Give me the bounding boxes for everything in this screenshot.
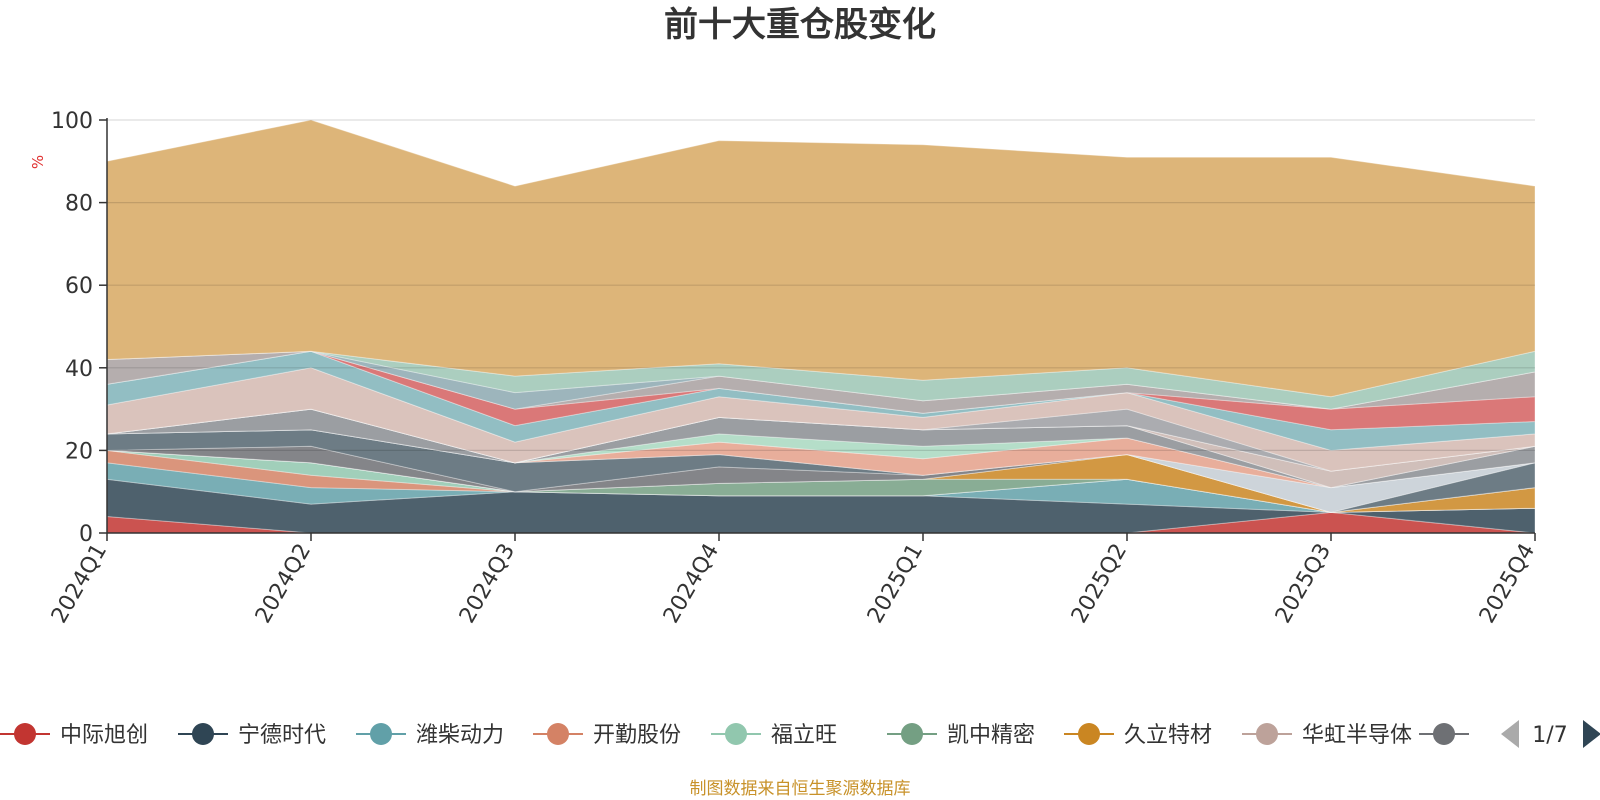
- x-tick-label: 2025Q2: [1067, 540, 1132, 628]
- legend-label: 中际旭创: [60, 723, 148, 748]
- axes: [106, 118, 1535, 534]
- area-series-group: [106, 119, 1536, 534]
- legend-item[interactable]: 凯中精密: [887, 723, 1035, 748]
- legend-label: 福立旺: [771, 723, 837, 748]
- legend-label: 开勤股份: [593, 723, 681, 748]
- legend-page-indicator: 1/7: [1532, 723, 1567, 748]
- legend-item[interactable]: 中际旭创: [0, 723, 148, 748]
- legend-marker-icon: [192, 723, 214, 745]
- y-tick-label: 0: [79, 522, 93, 547]
- legend-item[interactable]: 华虹半导体: [1242, 723, 1412, 748]
- x-tick-label: 2025Q4: [1475, 540, 1540, 628]
- legend-pager: 1/7: [1501, 720, 1600, 748]
- legend-marker-icon: [1433, 723, 1455, 745]
- legend-item[interactable]: 潍柴动力: [356, 723, 504, 748]
- y-tick-label: 40: [65, 357, 93, 382]
- area-series-13: [106, 408, 1536, 489]
- legend-marker-icon: [14, 723, 36, 745]
- x-tick-label: 2024Q1: [47, 540, 112, 628]
- legend-label: 潍柴动力: [416, 723, 504, 748]
- x-tick-label: 2024Q2: [251, 540, 316, 628]
- legend-label: 华虹半导体: [1302, 723, 1412, 748]
- legend-marker-icon: [725, 723, 747, 745]
- x-tick-label: 2024Q4: [659, 540, 724, 628]
- legend-item[interactable]: [1419, 723, 1469, 745]
- triangle-left-icon[interactable]: [1501, 720, 1519, 748]
- y-axis-unit: %: [29, 155, 47, 169]
- legend-label: 久立特材: [1124, 723, 1212, 748]
- legend-marker-icon: [901, 723, 923, 745]
- legend-item[interactable]: 宁德时代: [178, 723, 326, 748]
- x-tick-label: 2024Q3: [455, 540, 520, 628]
- legend-marker-icon: [1078, 723, 1100, 745]
- y-tick-label: 60: [65, 274, 93, 299]
- legend-marker-icon: [370, 723, 392, 745]
- legend-marker-icon: [547, 723, 569, 745]
- y-tick-label: 80: [65, 192, 93, 217]
- grid-lines: [107, 119, 1535, 451]
- y-tick-label: 20: [65, 439, 93, 464]
- x-tick-label: 2025Q3: [1271, 540, 1336, 628]
- y-tick-labels: 0 20 40 60 80 100: [51, 109, 107, 547]
- source-note: 制图数据来自恒生聚源数据库: [690, 779, 911, 799]
- legend-label: 凯中精密: [947, 723, 1035, 748]
- legend-item[interactable]: 福立旺: [711, 723, 837, 748]
- triangle-right-icon[interactable]: [1583, 720, 1600, 748]
- legend-item[interactable]: 久立特材: [1064, 723, 1212, 748]
- area-series-24: [106, 119, 1536, 398]
- x-tick-labels: 2024Q1 2024Q2 2024Q3 2024Q4 2025Q1 2025Q2 2025…: [47, 533, 1540, 628]
- y-tick-label: 100: [51, 109, 93, 134]
- chart-title: 前十大重仓股变化: [664, 5, 936, 45]
- x-tick-label: 2025Q1: [863, 540, 928, 628]
- legend-item[interactable]: 开勤股份: [533, 723, 681, 748]
- legend-label: 宁德时代: [238, 723, 326, 748]
- legend-marker-icon: [1256, 723, 1278, 745]
- legend: 中际旭创 宁德时代 潍柴动力 开勤股份 福立旺 凯中精密 久立特材 华虹半导体: [0, 723, 1469, 748]
